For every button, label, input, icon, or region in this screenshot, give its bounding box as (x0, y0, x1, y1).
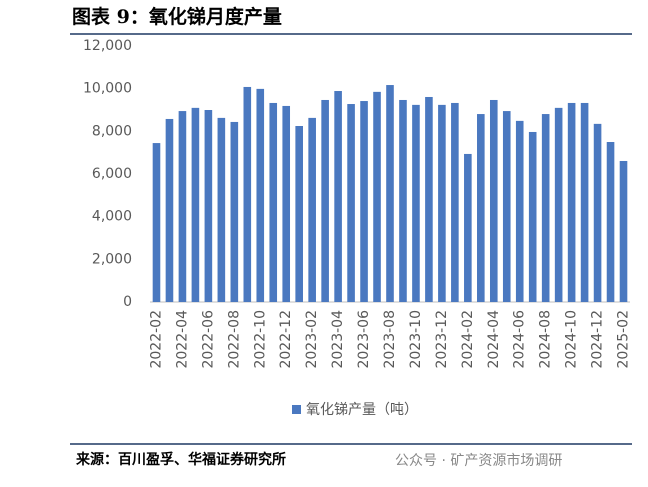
bar (360, 101, 368, 302)
bar (619, 160, 628, 302)
bar (191, 107, 200, 302)
x-tick-label: 2023-08 (382, 310, 398, 369)
watermark: 公众号 · 矿产资源市场调研 (395, 452, 562, 469)
x-tick-label: 2023-10 (408, 310, 424, 369)
bar (152, 143, 161, 302)
bar (464, 153, 472, 302)
x-tick-label: 2023-12 (434, 310, 450, 369)
x-tick-label: 2022-04 (174, 310, 190, 369)
bar (347, 104, 355, 302)
bar (515, 120, 524, 302)
x-tick-label: 2022-08 (226, 310, 242, 369)
bar (528, 131, 537, 302)
bar (438, 104, 446, 302)
bar (412, 104, 420, 302)
legend-label: 氧化锑产量（吨） (306, 402, 418, 418)
x-tick-label: 2024-04 (486, 310, 502, 369)
y-tick-label: 12,000 (83, 38, 132, 54)
bar (477, 114, 485, 302)
x-tick-label: 2023-04 (330, 310, 346, 369)
x-tick-label: 2022-10 (252, 310, 268, 369)
bar (282, 105, 291, 303)
bar (541, 114, 550, 302)
y-tick-label: 10,000 (83, 81, 132, 97)
y-tick-label: 4,000 (92, 209, 132, 225)
bar (230, 121, 239, 303)
bar (567, 102, 576, 303)
bar (178, 111, 187, 302)
x-tick-label: 2024-12 (590, 310, 606, 369)
bar (489, 99, 498, 303)
bar (243, 86, 252, 303)
y-tick-label: 8,000 (92, 123, 132, 139)
bar (399, 99, 407, 303)
bar (256, 88, 265, 302)
x-tick-label: 2024-02 (460, 310, 476, 369)
bar (593, 123, 602, 302)
x-tick-label: 2022-12 (278, 310, 294, 369)
bar (425, 96, 433, 302)
x-tick-label: 2022-06 (200, 310, 216, 369)
bar (502, 111, 511, 302)
source: 来源：百川盈孚、华福证券研究所 (75, 451, 286, 468)
x-tick-label: 2022-02 (148, 310, 164, 369)
x-tick-label: 2023-06 (356, 310, 372, 369)
y-tick-label: 2,000 (92, 251, 132, 267)
bar (373, 91, 381, 302)
bar (269, 102, 278, 303)
y-tick-label: 0 (123, 294, 132, 310)
bar (606, 142, 615, 302)
bar (308, 117, 316, 302)
bar (321, 99, 329, 303)
chart-title: 图表 9：氧化锑月度产量 (72, 5, 282, 28)
x-tick-label: 2024-06 (512, 310, 528, 369)
bar (451, 102, 459, 303)
bar (295, 126, 303, 302)
x-tick-label: 2024-08 (538, 310, 554, 369)
y-tick-label: 6,000 (92, 166, 132, 182)
legend-swatch (292, 405, 301, 414)
bar (334, 91, 342, 302)
bar (165, 118, 174, 303)
bar (204, 110, 213, 302)
x-tick-label: 2023-02 (304, 310, 320, 369)
x-tick-label: 2025-02 (616, 310, 632, 369)
x-tick-label: 2024-10 (564, 310, 580, 369)
bar (580, 102, 589, 303)
bar (217, 117, 226, 302)
bar (386, 85, 394, 302)
bar (554, 107, 563, 302)
